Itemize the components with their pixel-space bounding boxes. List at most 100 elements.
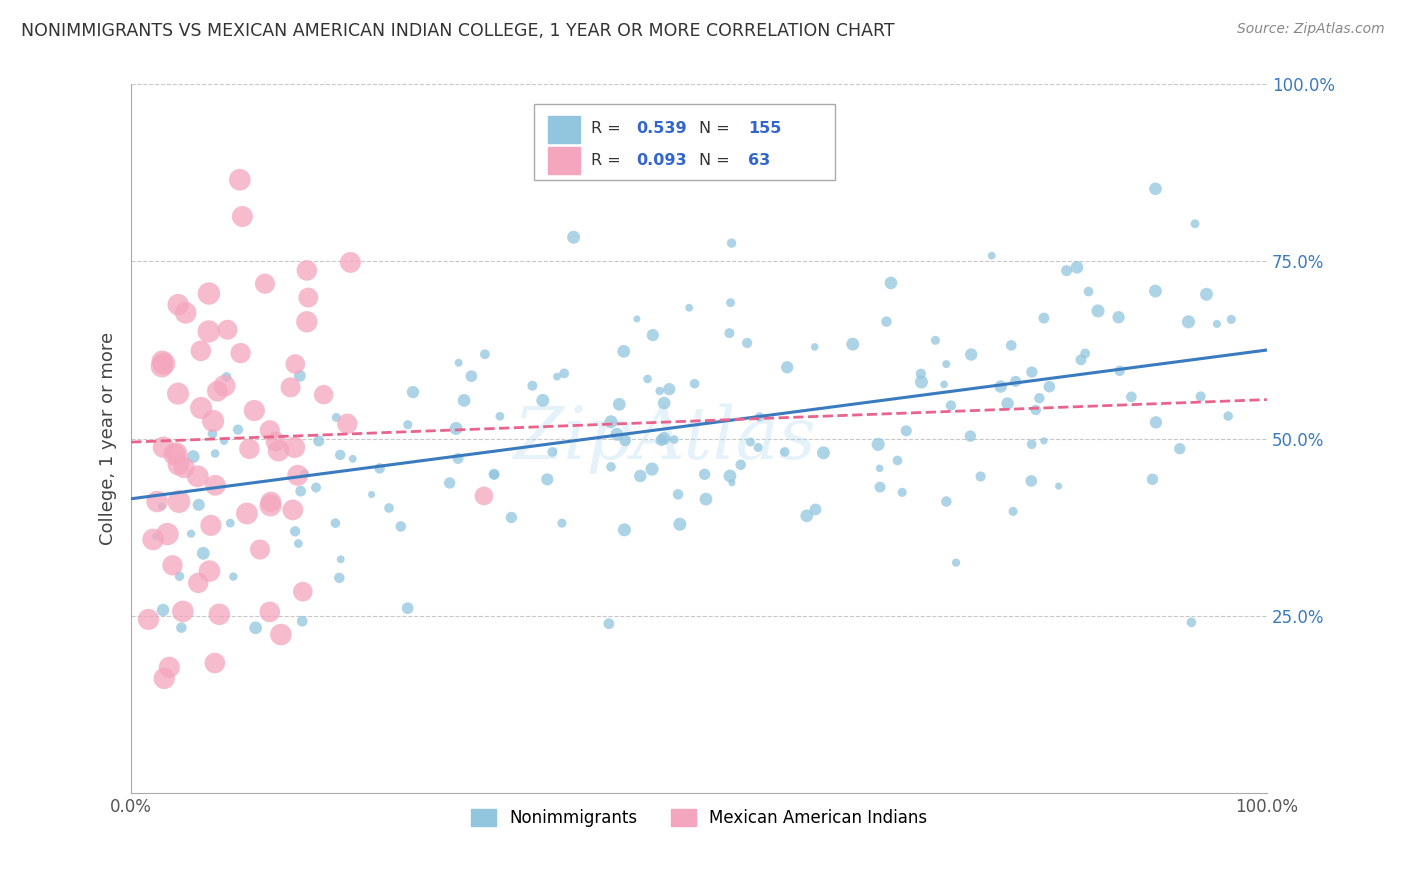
Point — [287, 468, 309, 483]
Point — [650, 434, 672, 448]
Point — [600, 459, 623, 474]
Point — [1032, 311, 1054, 326]
Point — [308, 434, 330, 448]
Point — [226, 423, 249, 437]
Point — [329, 552, 352, 566]
Point — [396, 601, 419, 615]
Point — [439, 475, 461, 490]
Point — [740, 435, 762, 450]
Point — [295, 263, 318, 277]
Point — [1168, 442, 1191, 456]
Point — [1108, 310, 1130, 325]
Point — [259, 423, 281, 437]
Point — [652, 431, 675, 445]
Point — [173, 460, 195, 475]
Point — [215, 369, 238, 384]
Point — [444, 421, 467, 435]
Point — [1019, 474, 1042, 488]
Point — [453, 393, 475, 408]
Point — [284, 524, 307, 539]
Point — [613, 523, 636, 537]
Point — [541, 445, 564, 459]
Point — [600, 415, 623, 429]
Point — [447, 451, 470, 466]
Point — [910, 367, 932, 381]
Point — [212, 434, 235, 448]
Point — [522, 378, 544, 392]
Point — [718, 326, 741, 340]
Legend: Nonimmigrants, Mexican American Indians: Nonimmigrants, Mexican American Indians — [464, 803, 934, 834]
Point — [180, 526, 202, 541]
Point — [229, 173, 252, 187]
Point — [718, 469, 741, 483]
Point — [868, 437, 890, 451]
Point — [231, 210, 253, 224]
Point — [204, 446, 226, 460]
Point — [880, 276, 903, 290]
Point — [238, 442, 260, 456]
Point — [945, 556, 967, 570]
Point — [1038, 379, 1060, 393]
Point — [1206, 317, 1229, 331]
Point — [281, 503, 304, 517]
Point — [243, 403, 266, 417]
Point — [153, 357, 176, 371]
Point — [1177, 315, 1199, 329]
Point — [720, 236, 742, 251]
Point — [259, 605, 281, 619]
Point — [328, 571, 350, 585]
Point — [167, 494, 190, 508]
Point — [190, 401, 212, 415]
Point — [198, 564, 221, 578]
Point — [796, 508, 818, 523]
Text: 155: 155 — [748, 120, 782, 136]
Point — [287, 536, 309, 550]
Point — [1021, 437, 1043, 451]
Point — [891, 485, 914, 500]
Point — [167, 386, 190, 401]
Point — [536, 472, 558, 486]
Point — [214, 379, 236, 393]
Point — [1184, 217, 1206, 231]
Point — [284, 357, 307, 371]
Point — [641, 328, 664, 343]
Point — [200, 518, 222, 533]
Point — [170, 621, 193, 635]
Point — [664, 433, 686, 447]
Point — [641, 462, 664, 476]
Point — [614, 434, 637, 448]
Point — [1074, 346, 1097, 360]
Point — [748, 409, 770, 424]
Point — [695, 492, 717, 507]
Point — [1144, 416, 1167, 430]
Point — [150, 354, 173, 368]
Text: R =: R = — [591, 120, 626, 136]
Point — [389, 519, 412, 533]
Point — [562, 230, 585, 244]
Bar — [548, 147, 579, 174]
Point — [1087, 304, 1109, 318]
Point — [693, 467, 716, 482]
Point — [187, 575, 209, 590]
Point — [910, 375, 932, 389]
Point — [283, 441, 305, 455]
Point — [305, 481, 328, 495]
Point — [174, 306, 197, 320]
Point — [637, 372, 659, 386]
Point — [245, 621, 267, 635]
Point — [735, 335, 758, 350]
Point — [288, 368, 311, 383]
Point — [773, 445, 796, 459]
Point — [145, 529, 167, 543]
Point — [776, 360, 799, 375]
Point — [204, 478, 226, 492]
Text: N =: N = — [699, 120, 735, 136]
Text: R =: R = — [591, 153, 626, 168]
Point — [1002, 504, 1025, 518]
Point — [669, 517, 692, 532]
Point — [156, 527, 179, 541]
Point — [290, 484, 312, 499]
Point — [531, 393, 554, 408]
Point — [1021, 365, 1043, 379]
Point — [546, 369, 568, 384]
